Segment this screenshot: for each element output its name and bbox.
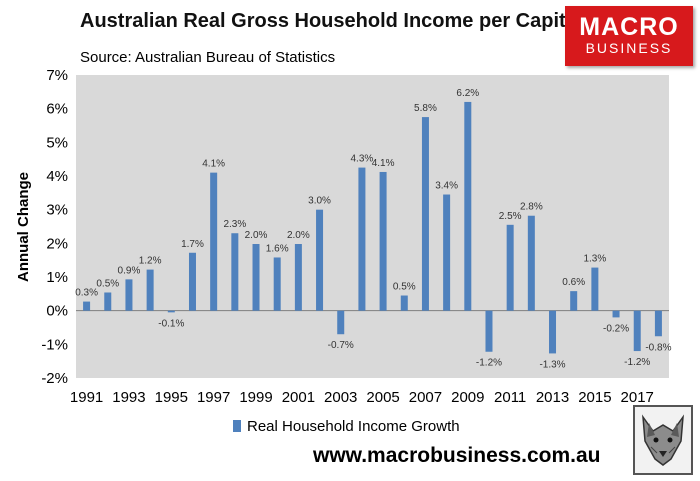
bar: [633, 310, 641, 352]
source-note: Source: Australian Bureau of Statistics: [80, 49, 336, 66]
bar: [167, 310, 175, 313]
bar-data-label: 4.1%: [202, 159, 225, 170]
logo-line-2: BUSINESS: [585, 40, 673, 56]
y-tick-label: 0%: [46, 303, 68, 320]
x-tick-label: 2003: [324, 389, 357, 406]
bar-data-label: 3.4%: [435, 181, 458, 192]
chart-title: Australian Real Gross Household Income p…: [80, 10, 577, 32]
bar-data-label: 3.0%: [308, 196, 331, 207]
bar: [421, 117, 429, 311]
y-tick-label: 3%: [46, 202, 68, 219]
bar: [273, 257, 281, 311]
x-tick-label: 2009: [451, 389, 484, 406]
bar-data-label: -0.1%: [158, 318, 184, 329]
bar-data-label: -0.2%: [603, 323, 629, 334]
x-tick-label: 2005: [366, 389, 399, 406]
bar-data-label: 2.3%: [223, 219, 246, 230]
bar-data-label: 2.0%: [287, 230, 310, 241]
bar: [316, 209, 324, 311]
x-tick-label: 1999: [239, 389, 272, 406]
bar: [146, 269, 154, 311]
x-tick-label: 1997: [197, 389, 230, 406]
y-tick-label: 6%: [46, 101, 68, 118]
bar: [358, 167, 366, 311]
bar-data-label: -1.2%: [476, 358, 502, 369]
x-tick-label: 2001: [282, 389, 315, 406]
bar: [506, 224, 514, 311]
y-tick-label: 2%: [46, 235, 68, 252]
bar: [210, 172, 218, 311]
bar: [104, 292, 112, 311]
bar-data-label: 2.5%: [499, 211, 522, 222]
bar: [549, 310, 557, 354]
bar-data-label: 4.3%: [351, 154, 374, 165]
bar: [485, 310, 493, 352]
bar: [591, 267, 599, 311]
bar: [612, 310, 620, 318]
bar: [570, 291, 578, 311]
legend: Real Household Income Growth: [233, 418, 460, 435]
bar-data-label: -0.7%: [328, 340, 354, 351]
bar-data-label: 1.7%: [181, 239, 204, 250]
bar-data-label: 0.3%: [75, 288, 98, 299]
x-tick-label: 1993: [112, 389, 145, 406]
y-tick-label: 5%: [46, 134, 68, 151]
bar-data-label: -0.8%: [645, 342, 671, 353]
bar-data-label: 2.0%: [245, 230, 268, 241]
bar-data-label: 4.1%: [372, 158, 395, 169]
bar: [83, 301, 91, 311]
x-tick-label: 2011: [494, 389, 526, 406]
y-tick-label: 4%: [46, 168, 68, 185]
y-tick-label: 7%: [46, 67, 68, 84]
bar-data-label: -1.3%: [539, 359, 565, 370]
y-tick-label: -2%: [41, 370, 68, 387]
bar: [252, 244, 260, 311]
legend-label: Real Household Income Growth: [247, 418, 460, 435]
bar-data-label: 5.8%: [414, 103, 437, 114]
bar-data-label: 0.9%: [118, 265, 141, 276]
bar-data-label: 1.2%: [139, 256, 162, 267]
bar-data-label: 2.8%: [520, 202, 543, 213]
y-tick-label: 1%: [46, 269, 68, 286]
bar-data-label: 1.3%: [583, 254, 606, 265]
y-tick-label: -1%: [41, 336, 68, 353]
bar: [527, 215, 535, 311]
bar-data-label: 0.5%: [393, 282, 416, 293]
x-tick-label: 1991: [70, 389, 103, 406]
wolf-face-icon: [633, 405, 693, 475]
bar-data-label: 1.6%: [266, 243, 289, 254]
macrobusiness-logo: MACRO BUSINESS: [565, 6, 693, 66]
bar: [125, 279, 133, 311]
x-tick-label: 2015: [578, 389, 611, 406]
x-tick-label: 2017: [621, 389, 654, 406]
plot-area: [76, 75, 669, 378]
legend-swatch: [233, 420, 241, 432]
y-axis-title: Annual Change: [15, 172, 32, 282]
website-url: www.macrobusiness.com.au: [313, 444, 601, 467]
bar: [654, 310, 662, 337]
bar: [443, 194, 451, 311]
bar: [464, 101, 472, 311]
logo-line-1: MACRO: [579, 13, 679, 41]
bar-data-label: -1.2%: [624, 357, 650, 368]
x-tick-label: 2013: [536, 389, 569, 406]
x-tick-label: 2007: [409, 389, 442, 406]
bar: [337, 310, 345, 335]
bar-data-label: 0.5%: [96, 278, 119, 289]
bar: [188, 252, 196, 311]
bar-data-label: 0.6%: [562, 277, 585, 288]
x-tick-label: 1995: [155, 389, 188, 406]
bar-data-label: 6.2%: [456, 88, 479, 99]
bar: [231, 233, 239, 311]
bar: [400, 295, 408, 311]
bar: [379, 171, 387, 311]
bar: [294, 244, 302, 311]
